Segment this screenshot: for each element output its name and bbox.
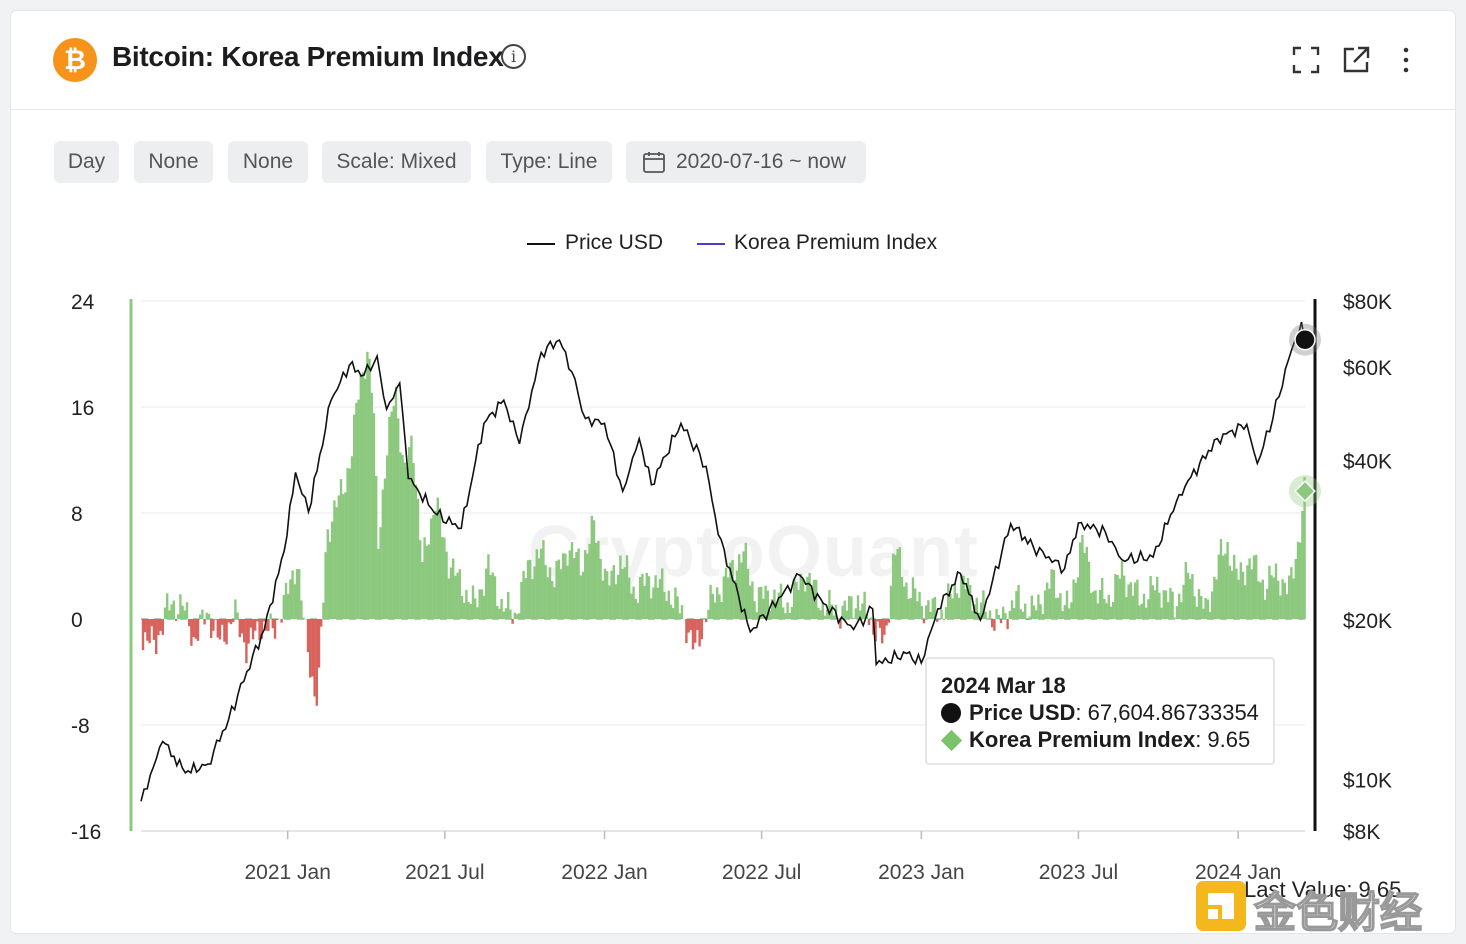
tooltip-price-row: Price USD: 67,604.86733354 bbox=[941, 700, 1259, 726]
price-usd-line bbox=[140, 321, 1306, 802]
left-tick-label: 16 bbox=[71, 397, 94, 420]
tooltip-date: 2024 Mar 18 bbox=[941, 673, 1066, 698]
tooltip-price-label: Price USD bbox=[969, 700, 1076, 725]
left-tick-label: 0 bbox=[71, 609, 83, 632]
corner-brand: 金色财经 bbox=[1194, 877, 1455, 934]
filter-dropdown-1[interactable]: None bbox=[134, 141, 213, 183]
legend-swatch-kpi bbox=[697, 243, 725, 245]
card-header: ₿ Bitcoin: Korea Premium Index i bbox=[11, 11, 1455, 110]
x-tick-label: 2022 Jul bbox=[722, 861, 801, 884]
right-tick-label: $60K bbox=[1343, 357, 1392, 380]
right-tick-label: $80K bbox=[1343, 291, 1392, 314]
date-range-label: 2020-07-16 ~ now bbox=[676, 150, 846, 173]
right-tick-label: $20K bbox=[1343, 610, 1392, 633]
fullscreen-icon[interactable] bbox=[1291, 45, 1321, 75]
x-tick-label: 2023 Jul bbox=[1039, 861, 1118, 884]
filter-dropdown-2[interactable]: None bbox=[228, 141, 308, 183]
info-icon[interactable]: i bbox=[501, 44, 526, 69]
left-tick-label: -8 bbox=[71, 715, 90, 738]
kpi-marker bbox=[1294, 480, 1316, 503]
price-dot-icon bbox=[941, 703, 961, 723]
brand-text: 金色财经 bbox=[1253, 887, 1423, 934]
kpi-diamond-icon bbox=[940, 729, 963, 752]
tooltip-kpi-label: Korea Premium Index bbox=[969, 727, 1196, 752]
legend-kpi-label[interactable]: Korea Premium Index bbox=[734, 231, 938, 254]
type-dropdown[interactable]: Type: Line bbox=[486, 141, 612, 183]
scale-dropdown[interactable]: Scale: Mixed bbox=[322, 141, 471, 183]
chart-canvas[interactable]: 24 16 8 0 -8 -16 $80K $60K $40K $20K $10K $8K 2021 J… bbox=[11, 11, 1455, 933]
x-tick-label: 2024 Jan bbox=[1195, 861, 1281, 884]
interval-dropdown[interactable]: Day bbox=[54, 141, 119, 183]
external-link-icon[interactable] bbox=[1341, 45, 1371, 75]
tooltip-price-value: 67,604.86733354 bbox=[1087, 700, 1259, 725]
left-tick-label: 24 bbox=[71, 291, 95, 314]
x-tick-label: 2021 Jul bbox=[405, 861, 484, 884]
right-tick-label: $10K bbox=[1343, 770, 1392, 793]
x-tick-label: 2021 Jan bbox=[244, 861, 330, 884]
x-tick-label: 2022 Jan bbox=[561, 861, 647, 884]
right-tick-label: $8K bbox=[1343, 821, 1380, 844]
more-vertical-icon[interactable] bbox=[1391, 45, 1421, 75]
left-tick-label: -16 bbox=[71, 821, 101, 844]
tooltip-kpi-value: 9.65 bbox=[1207, 727, 1251, 752]
brand-logo-icon bbox=[1196, 881, 1246, 931]
hover-tooltip: 2024 Mar 18 Price USD: 67,604.86733354 K… bbox=[925, 657, 1275, 765]
last-value-label: Last Value: 9.65 bbox=[1244, 877, 1402, 902]
x-tick-label: 2023 Jan bbox=[878, 861, 964, 884]
legend-swatch-price bbox=[527, 243, 555, 245]
tooltip-kpi-row: Korea Premium Index: 9.65 bbox=[940, 727, 1251, 753]
bitcoin-logo-icon: ₿ bbox=[53, 38, 97, 82]
page-title: Bitcoin: Korea Premium Index bbox=[112, 41, 504, 72]
price-marker bbox=[1294, 328, 1316, 351]
left-tick-label: 8 bbox=[71, 503, 83, 526]
legend-price-label[interactable]: Price USD bbox=[565, 231, 664, 254]
right-tick-label: $40K bbox=[1343, 451, 1392, 474]
date-range-picker[interactable]: 2020-07-16 ~ now bbox=[626, 141, 866, 183]
calendar-icon bbox=[643, 152, 665, 173]
chart-card: ₿ Bitcoin: Korea Premium Index i Day Non… bbox=[10, 10, 1456, 934]
